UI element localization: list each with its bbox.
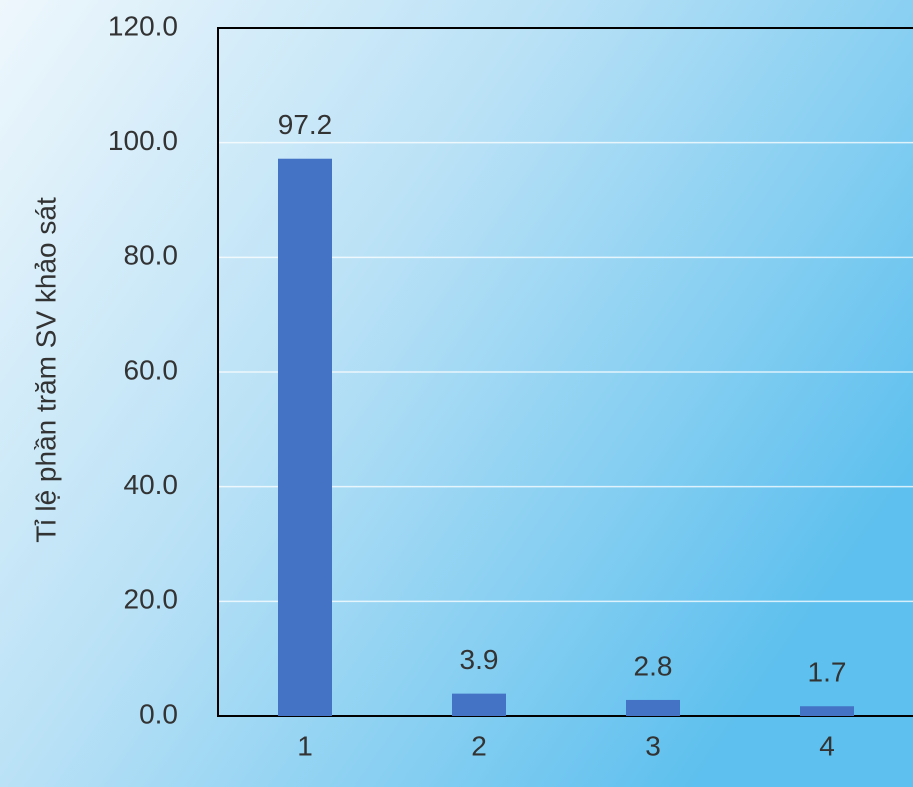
y-tick-label: 40.0 xyxy=(124,469,179,500)
x-tick-label: 3 xyxy=(645,730,661,761)
value-label: 2.8 xyxy=(634,650,673,681)
x-tick-label: 2 xyxy=(471,730,487,761)
x-tick-label: 4 xyxy=(819,730,835,761)
bar xyxy=(626,699,680,716)
plot-border xyxy=(217,27,913,717)
bar xyxy=(452,693,506,716)
y-tick-label: 100.0 xyxy=(108,125,178,156)
value-label: 1.7 xyxy=(808,657,847,688)
bar xyxy=(278,158,332,717)
y-tick-label: 120.0 xyxy=(108,10,178,41)
y-tick-label: 80.0 xyxy=(124,240,179,271)
value-label: 3.9 xyxy=(460,644,499,675)
y-tick-label: 60.0 xyxy=(124,354,179,385)
value-label: 97.2 xyxy=(278,109,333,140)
y-tick-label: 0.0 xyxy=(139,698,178,729)
y-tick-label: 20.0 xyxy=(124,584,179,615)
x-tick-label: 1 xyxy=(297,730,313,761)
bar xyxy=(800,706,854,716)
y-axis-label: Tỉ lệ phần trăm SV khảo sát xyxy=(30,197,61,543)
